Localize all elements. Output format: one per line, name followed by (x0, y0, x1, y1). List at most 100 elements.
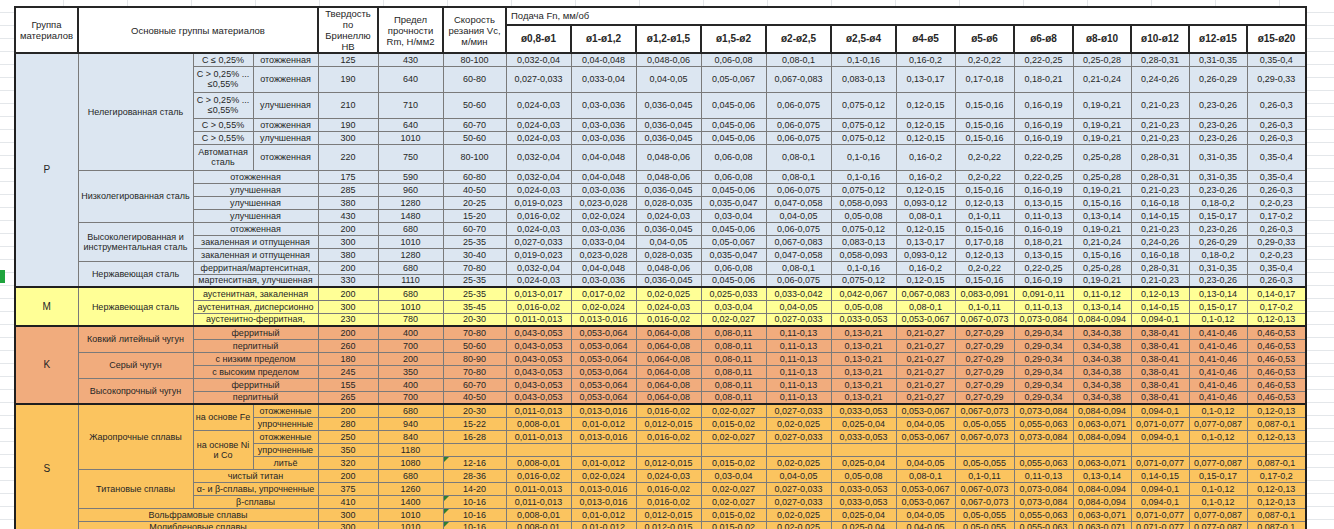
feed-value-cell[interactable]: 0,34-0,38 (1073, 391, 1131, 404)
speed-value-cell[interactable]: 10-16 (443, 495, 506, 508)
material-label-cell[interactable]: улучшенная (193, 196, 318, 209)
speed-value-cell[interactable]: 25-35 (443, 274, 506, 287)
feed-value-cell[interactable]: 0,26-0,3 (1247, 274, 1306, 287)
feed-value-cell[interactable]: 0,46-0,53 (1247, 365, 1306, 378)
diameter-header-cell[interactable]: ø1-ø1,2 (571, 25, 636, 53)
feed-value-cell[interactable]: 0,028-0,035 (636, 196, 701, 209)
feed-value-cell[interactable]: 0,08-0,11 (701, 352, 766, 365)
feed-value-cell[interactable]: 0,025-0,04 (831, 508, 896, 521)
material-label-cell[interactable]: С > 0,25% ... ≤0,55% (193, 92, 253, 118)
feed-value-cell[interactable]: 0,067-0,073 (955, 482, 1014, 495)
feed-value-cell[interactable]: 0,16-0,19 (1014, 274, 1073, 287)
feed-value-cell[interactable]: 0,11-0,13 (766, 326, 831, 339)
feed-value-cell[interactable]: 0,46-0,53 (1247, 339, 1306, 352)
feed-value-cell[interactable]: 0,16-0,2 (896, 144, 955, 170)
feed-value-cell[interactable]: 0,03-0,036 (571, 183, 636, 196)
strength-value-cell[interactable]: 1010 (378, 300, 443, 313)
feed-value-cell[interactable]: 0,34-0,38 (1073, 365, 1131, 378)
hardness-value-cell[interactable]: 380 (318, 196, 378, 209)
feed-value-cell[interactable]: 0,053-0,067 (896, 495, 955, 508)
feed-value-cell[interactable]: 0,16-0,19 (1014, 118, 1073, 131)
feed-value-cell[interactable]: 0,16-0,19 (1014, 222, 1073, 235)
feed-value-cell[interactable]: 0,34-0,38 (1073, 378, 1131, 391)
speed-value-cell[interactable]: 60-80 (443, 170, 506, 183)
feed-value-cell[interactable]: 0,055-0,063 (1014, 417, 1073, 430)
feed-value-cell[interactable]: 0,14-0,15 (1131, 209, 1189, 222)
feed-value-cell[interactable]: 0,033-0,04 (571, 235, 636, 248)
feed-value-cell[interactable]: 0,13-0,14 (1189, 287, 1247, 300)
hardness-value-cell[interactable]: 155 (318, 378, 378, 391)
feed-value-cell[interactable]: 0,11-0,13 (766, 378, 831, 391)
strength-value-cell[interactable]: 780 (378, 313, 443, 326)
material-label-cell[interactable]: Вольфрамовые сплавы (78, 508, 318, 521)
feed-value-cell[interactable]: 0,18-0,21 (1014, 235, 1073, 248)
feed-value-cell[interactable]: 0,075-0,12 (831, 118, 896, 131)
feed-value-cell[interactable]: 0,12-0,15 (896, 274, 955, 287)
feed-value-cell[interactable]: 0,29-0,34 (1014, 391, 1073, 404)
feed-value-cell[interactable]: 0,26-0,3 (1247, 92, 1306, 118)
hardness-value-cell[interactable]: 350 (318, 443, 378, 456)
diameter-header-cell[interactable]: ø12-ø15 (1189, 25, 1247, 53)
feed-value-cell[interactable]: 0,024-0,03 (636, 209, 701, 222)
feed-value-cell[interactable]: 0,025-0,04 (831, 417, 896, 430)
material-label-cell[interactable]: отожженная (193, 170, 318, 183)
feed-value-cell[interactable]: 0,16-0,2 (896, 170, 955, 183)
feed-value-cell[interactable]: 0,064-0,08 (636, 365, 701, 378)
material-label-cell[interactable]: отожженная (253, 144, 318, 170)
feed-value-cell[interactable]: 0,15-0,16 (1073, 196, 1131, 209)
feed-value-cell[interactable]: 0,19-0,21 (1073, 222, 1131, 235)
strength-value-cell[interactable]: 1180 (378, 443, 443, 456)
speed-value-cell[interactable]: 50-60 (443, 92, 506, 118)
feed-value-cell[interactable]: 0,01-0,012 (571, 521, 636, 529)
feed-value-cell[interactable]: 0,015-0,02 (701, 508, 766, 521)
feed-value-cell[interactable]: 0,21-0,23 (1131, 118, 1189, 131)
feed-value-cell[interactable]: 0,29-0,33 (1247, 235, 1306, 248)
material-label-cell[interactable]: Ковкий литейный чугун (78, 326, 193, 352)
speed-value-cell[interactable]: 10-16 (443, 508, 506, 521)
feed-value-cell[interactable]: 0,08-0,11 (701, 365, 766, 378)
material-label-cell[interactable]: аустенитно-ферритная, (193, 313, 318, 326)
feed-value-cell[interactable]: 0,024-0,03 (506, 92, 571, 118)
feed-value-cell[interactable]: 0,035-0,047 (701, 196, 766, 209)
material-label-cell[interactable]: Высоколегированная и инструментальная ст… (78, 222, 193, 261)
feed-value-cell[interactable]: 0,1-0,11 (955, 209, 1014, 222)
feed-value-cell[interactable]: 0,23-0,26 (1189, 274, 1247, 287)
strength-value-cell[interactable]: 680 (378, 469, 443, 482)
feed-value-cell[interactable]: 0,083-0,091 (955, 287, 1014, 300)
feed-value-cell[interactable]: 0,12-0,15 (896, 118, 955, 131)
hardness-value-cell[interactable]: 330 (318, 274, 378, 287)
feed-value-cell[interactable]: 0,24-0,26 (1131, 66, 1189, 92)
feed-value-cell[interactable]: 0,11-0,12 (1073, 287, 1131, 300)
feed-value-cell[interactable]: 0,075-0,12 (831, 92, 896, 118)
feed-value-cell[interactable]: 0,047-0,058 (766, 248, 831, 261)
feed-value-cell[interactable]: 0,011-0,013 (506, 430, 571, 443)
feed-value-cell[interactable]: 0,025-0,04 (831, 521, 896, 529)
speed-value-cell[interactable]: 50-60 (443, 131, 506, 144)
feed-value-cell[interactable]: 0,013-0,016 (571, 482, 636, 495)
strength-value-cell[interactable]: 1080 (378, 456, 443, 469)
feed-value-cell[interactable]: 0,032-0,04 (506, 170, 571, 183)
feed-value-cell[interactable]: 0,027-0,033 (766, 404, 831, 417)
feed-value-cell[interactable]: 0,14-0,15 (1131, 469, 1189, 482)
feed-value-cell[interactable]: 0,053-0,064 (571, 365, 636, 378)
feed-value-cell[interactable]: 0,13-0,21 (831, 378, 896, 391)
speed-value-cell[interactable]: 12-16 (443, 456, 506, 469)
strength-value-cell[interactable]: 700 (378, 339, 443, 352)
feed-value-cell[interactable]: 0,053-0,064 (571, 378, 636, 391)
hardness-value-cell[interactable]: 245 (318, 365, 378, 378)
diameter-header-cell[interactable]: ø6-ø8 (1014, 25, 1073, 53)
feed-value-cell[interactable]: 0,04-0,05 (766, 209, 831, 222)
material-label-cell[interactable]: α- и β-сплавы, упрочненные (193, 482, 318, 495)
strength-value-cell[interactable]: 1280 (378, 196, 443, 209)
material-label-cell[interactable]: ферритный (193, 326, 318, 339)
feed-value-cell[interactable]: 0,02-0,025 (766, 417, 831, 430)
feed-value-cell[interactable]: 0,22-0,25 (1014, 170, 1073, 183)
strength-value-cell[interactable]: 590 (378, 170, 443, 183)
feed-value-cell[interactable]: 0,12-0,13 (1247, 404, 1306, 417)
header-strength-cell[interactable]: Предел прочности Rm, Н/мм2 (378, 7, 443, 53)
feed-value-cell[interactable]: 0,38-0,41 (1131, 339, 1189, 352)
speed-value-cell[interactable]: 25-35 (443, 287, 506, 300)
feed-value-cell[interactable]: 0,067-0,073 (955, 495, 1014, 508)
feed-value-cell[interactable]: 0,071-0,077 (1131, 508, 1189, 521)
feed-value-cell[interactable]: 0,41-0,46 (1189, 339, 1247, 352)
